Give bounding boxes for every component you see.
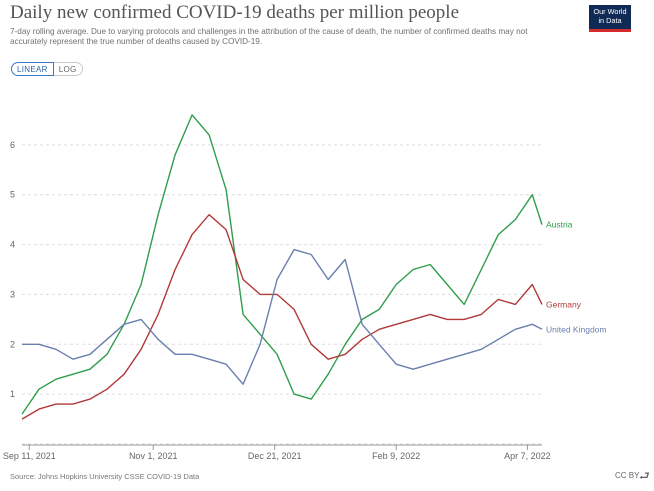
y-tick-label: 6 [10, 140, 15, 150]
series-line-austria [21, 114, 543, 415]
y-tick-label: 3 [10, 289, 15, 299]
x-tick-label: Feb 9, 2022 [372, 451, 420, 461]
chart-title: Daily new confirmed COVID-19 deaths per … [10, 2, 460, 23]
x-tick-label: Nov 1, 2021 [129, 451, 178, 461]
our-world-in-data-logo[interactable]: Our World in Data [589, 5, 631, 32]
log-scale-button[interactable]: LOG [53, 62, 83, 76]
series-label-united-kingdom: United Kingdom [546, 324, 606, 334]
series-line-united-kingdom [22, 248, 543, 385]
chart-subtitle: 7-day rolling average. Due to varying pr… [10, 27, 528, 46]
series-label-austria: Austria [546, 220, 573, 230]
license-link[interactable]: CC BY [615, 471, 640, 480]
y-tick-label: 1 [10, 389, 15, 399]
source-note: Source: Johns Hopkins University CSSE CO… [10, 472, 200, 481]
linear-scale-button[interactable]: LINEAR [11, 62, 54, 76]
x-tick-label: Apr 7, 2022 [504, 451, 551, 461]
x-tick-label: Dec 21, 2021 [248, 451, 302, 461]
y-tick-label: 2 [10, 339, 15, 349]
scale-toggle: LINEAR LOG [11, 62, 83, 76]
logo-line-2: in Data [598, 16, 622, 25]
y-tick-label: 4 [10, 240, 15, 250]
series-label-germany: Germany [546, 299, 582, 309]
series-line-germany [21, 213, 543, 420]
x-tick-label: Sep 11, 2021 [3, 451, 56, 461]
y-tick-label: 5 [10, 190, 15, 200]
logo-line-1: Our World [593, 7, 627, 16]
share-icon[interactable]: ⮐ [639, 469, 650, 483]
